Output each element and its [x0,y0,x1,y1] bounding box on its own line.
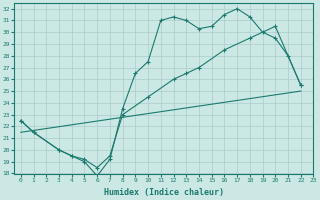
X-axis label: Humidex (Indice chaleur): Humidex (Indice chaleur) [104,188,224,197]
